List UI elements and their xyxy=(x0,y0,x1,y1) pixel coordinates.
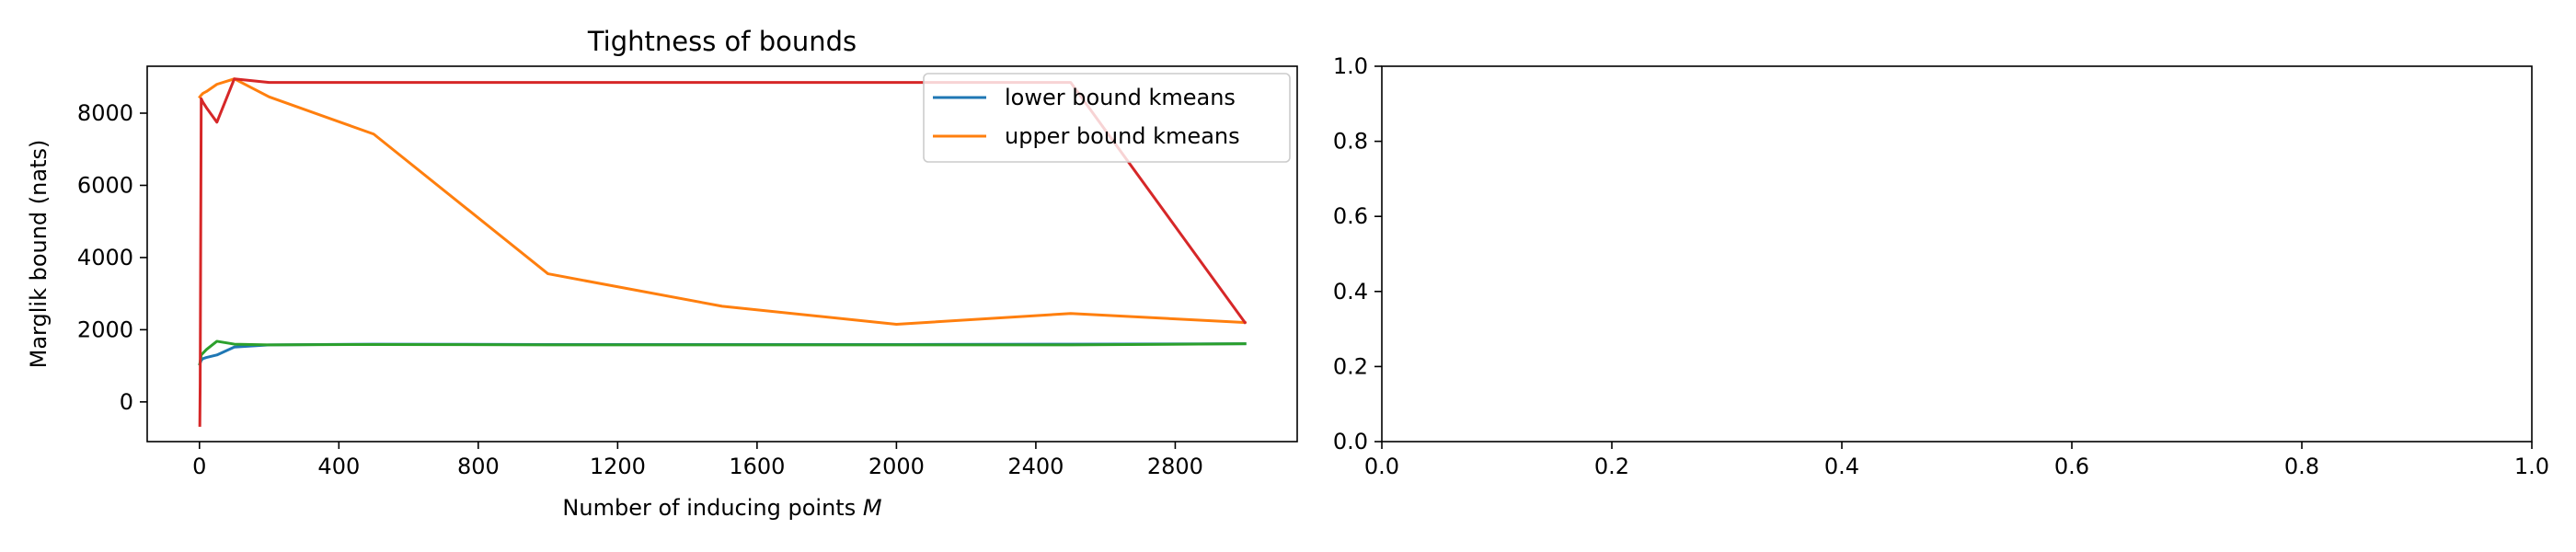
legend-label: upper bound kmeans xyxy=(1005,123,1240,149)
series-line-1 xyxy=(198,77,1247,326)
x-tick-label: 1600 xyxy=(729,454,785,479)
legend-label: lower bound kmeans xyxy=(1005,85,1236,110)
x-axis-label-symbol: M xyxy=(863,495,882,521)
x-tick-label: 2400 xyxy=(1007,454,1064,479)
x-tick-label: 0 xyxy=(192,454,206,479)
x-tick-label: 800 xyxy=(457,454,500,479)
series-lines xyxy=(198,77,1248,427)
axes-frame xyxy=(1381,65,2533,443)
x-tick-label: 0.0 xyxy=(1364,454,1399,479)
axis-ticks: 0.0 0.2 0.4 0.6 0.8 1.0 0.0 0.2 0.4 0.6 0.8 1.0 xyxy=(1333,53,2549,479)
y-tick-label: 6000 xyxy=(77,172,133,198)
y-tick-label: 0.0 xyxy=(1333,429,1368,454)
y-tick-label: 1.0 xyxy=(1333,53,1368,79)
bounds-chart: Tightness of bounds 0 400 800 1200 1600 2000 2… xyxy=(26,26,1298,521)
y-tick-label: 0.2 xyxy=(1333,353,1368,379)
x-tick-label: 0.6 xyxy=(2054,454,2089,479)
x-tick-label: 0.8 xyxy=(2284,454,2319,479)
legend-box xyxy=(923,73,1291,163)
x-tick-label: 0.4 xyxy=(1824,454,1859,479)
x-axis-label-text: Number of inducing points xyxy=(562,495,856,521)
x-tick-label: 0.2 xyxy=(1594,454,1629,479)
x-tick-label: 1200 xyxy=(590,454,646,479)
legend: lower bound kmeans upper bound kmeans xyxy=(923,73,1291,163)
series-line-3 xyxy=(198,77,1248,427)
y-tick-label: 0.6 xyxy=(1333,203,1368,229)
x-tick-label: 1.0 xyxy=(2514,454,2549,479)
axes-frame xyxy=(146,65,1298,443)
y-tick-label: 8000 xyxy=(77,100,133,126)
y-tick-label: 0 xyxy=(120,389,133,415)
axis-ticks: 0 400 800 1200 1600 2000 2400 2800 0 2000 4000 6000… xyxy=(77,100,1203,479)
y-tick-label: 0.4 xyxy=(1333,279,1368,305)
x-axis-label: Number of inducing points M xyxy=(562,495,881,521)
chart-title: Tightness of bounds xyxy=(587,26,857,57)
x-tick-label: 2800 xyxy=(1147,454,1203,479)
y-tick-label: 2000 xyxy=(77,316,133,342)
y-tick-label: 4000 xyxy=(77,245,133,270)
series-line-2 xyxy=(198,339,1247,366)
y-axis-label: Marglik bound (nats) xyxy=(26,140,52,369)
empty-chart: 0.0 0.2 0.4 0.6 0.8 1.0 0.0 0.2 0.4 0.6 0.8 1.0 xyxy=(1333,53,2549,479)
x-tick-label: 2000 xyxy=(868,454,925,479)
x-tick-label: 400 xyxy=(317,454,360,479)
y-tick-label: 0.8 xyxy=(1333,129,1368,155)
